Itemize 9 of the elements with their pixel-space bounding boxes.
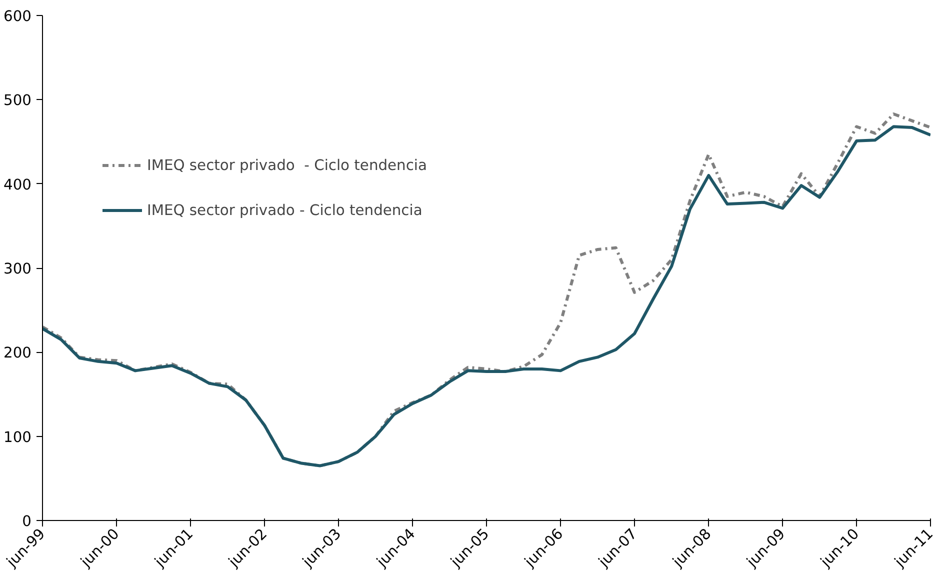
y-tick-label: 0 [22, 513, 32, 530]
y-tick-label: 100 [4, 428, 32, 446]
legend-label: IMEQ sector privado - Ciclo tendencia [147, 202, 422, 218]
y-tick-label: 300 [4, 260, 32, 278]
y-tick-label: 200 [4, 344, 32, 362]
y-tick-label: 600 [4, 8, 32, 25]
y-tick-label: 500 [4, 92, 32, 110]
legend-label: IMEQ sector privado - Ciclo tendencia [147, 156, 427, 174]
y-tick-label: 400 [4, 176, 32, 194]
